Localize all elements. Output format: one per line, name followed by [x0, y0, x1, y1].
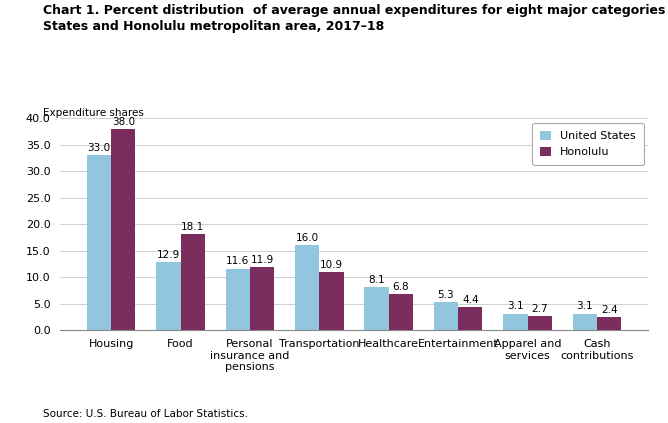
Text: 8.1: 8.1 — [368, 275, 385, 285]
Text: 12.9: 12.9 — [157, 250, 180, 260]
Text: 5.3: 5.3 — [438, 290, 454, 300]
Text: 16.0: 16.0 — [296, 233, 319, 243]
Bar — [389, 294, 413, 330]
Text: 3.1: 3.1 — [507, 302, 524, 311]
Text: 3.1: 3.1 — [576, 302, 593, 311]
Bar — [180, 234, 205, 330]
Text: 11.9: 11.9 — [250, 255, 274, 265]
Bar — [458, 307, 482, 330]
Text: Chart 1. Percent distribution  of average annual expenditures for eight major ca: Chart 1. Percent distribution of average… — [43, 4, 668, 33]
Text: 10.9: 10.9 — [320, 260, 343, 270]
Bar — [226, 269, 250, 330]
Bar — [295, 245, 319, 330]
Bar — [597, 317, 621, 330]
Bar — [528, 316, 552, 330]
Bar — [365, 287, 389, 330]
Bar — [503, 313, 528, 330]
Bar — [111, 129, 136, 330]
Legend: United States, Honolulu: United States, Honolulu — [532, 123, 643, 165]
Text: Expenditure shares: Expenditure shares — [43, 108, 144, 118]
Text: 33.0: 33.0 — [88, 143, 110, 154]
Text: 4.4: 4.4 — [462, 294, 478, 305]
Text: 6.8: 6.8 — [393, 282, 409, 292]
Bar — [156, 262, 180, 330]
Bar — [319, 272, 343, 330]
Bar — [572, 313, 597, 330]
Bar — [87, 156, 111, 330]
Text: 38.0: 38.0 — [112, 117, 135, 127]
Text: 2.7: 2.7 — [531, 304, 548, 313]
Text: 11.6: 11.6 — [226, 256, 249, 266]
Text: Source: U.S. Bureau of Labor Statistics.: Source: U.S. Bureau of Labor Statistics. — [43, 409, 248, 419]
Bar — [434, 302, 458, 330]
Text: 18.1: 18.1 — [181, 222, 204, 232]
Text: 2.4: 2.4 — [601, 305, 617, 315]
Bar — [250, 267, 275, 330]
